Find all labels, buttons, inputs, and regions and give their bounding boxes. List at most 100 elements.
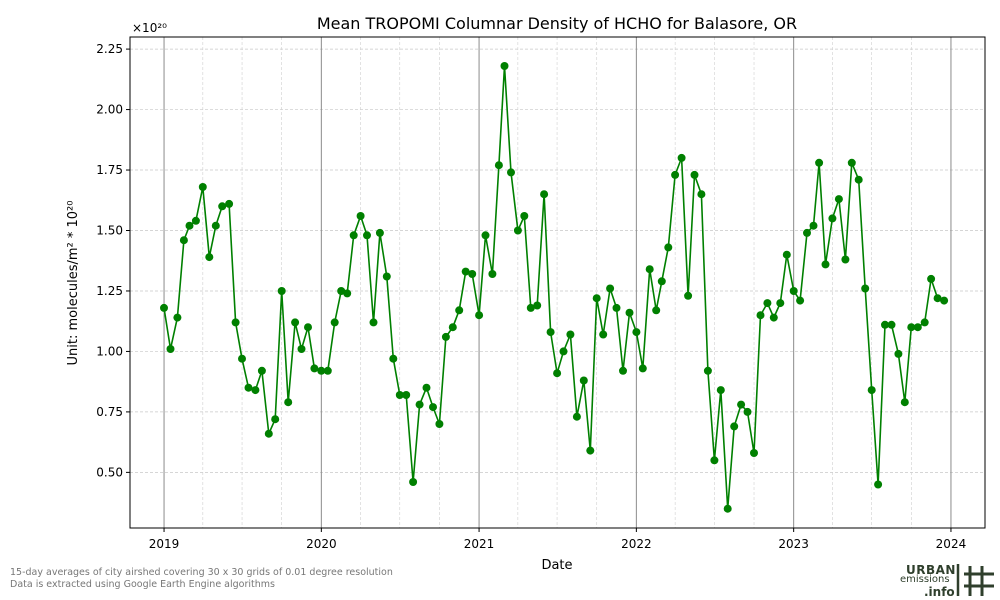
- data-point: [461, 267, 470, 276]
- footnote-source: Data is extracted using Google Earth Eng…: [10, 579, 275, 590]
- data-point: [244, 383, 253, 392]
- data-point: [625, 308, 634, 317]
- series-line: [163, 65, 945, 509]
- data-point: [455, 306, 464, 315]
- data-point: [540, 190, 549, 199]
- data-point: [703, 366, 712, 375]
- data-point: [815, 158, 824, 167]
- data-point: [402, 391, 411, 399]
- data-point: [737, 400, 746, 409]
- data-point: [304, 323, 312, 332]
- y-tick-label: 1.00: [96, 344, 123, 358]
- grid-logo-icon: [956, 564, 994, 596]
- data-point: [533, 301, 542, 310]
- data-point: [500, 62, 509, 70]
- y-tick-label: 2.00: [96, 103, 123, 117]
- data-point: [238, 354, 246, 363]
- data-point: [828, 214, 837, 223]
- data-point: [664, 243, 673, 252]
- data-point: [867, 386, 876, 395]
- data-point: [513, 226, 522, 235]
- data-point: [435, 420, 444, 428]
- data-point: [429, 403, 437, 412]
- y-tick-label: 0.75: [96, 405, 123, 419]
- data-point: [821, 260, 830, 269]
- data-point: [900, 398, 909, 407]
- data-point: [441, 332, 450, 341]
- data-point: [874, 480, 883, 489]
- data-point: [375, 228, 384, 237]
- data-point: [488, 270, 497, 278]
- x-tick-label: 2019: [149, 537, 180, 551]
- data-point: [834, 195, 843, 204]
- data-point: [251, 386, 260, 395]
- data-point: [690, 170, 699, 179]
- data-point: [592, 294, 601, 303]
- data-point: [166, 345, 175, 353]
- y-tick-label: 2.25: [96, 42, 123, 56]
- data-point: [612, 303, 621, 312]
- data-point: [677, 153, 686, 162]
- x-tick-label: 2024: [936, 537, 967, 551]
- data-point: [191, 216, 200, 225]
- y-tick-label: 1.50: [96, 223, 123, 237]
- data-point: [448, 323, 457, 332]
- data-point: [553, 369, 562, 378]
- data-point: [559, 347, 568, 356]
- data-point: [652, 306, 661, 315]
- data-point: [847, 158, 856, 167]
- data-point: [271, 415, 280, 424]
- data-point: [710, 456, 719, 465]
- x-tick-label: 2023: [778, 537, 809, 551]
- x-axis-label: Date: [541, 558, 572, 573]
- data-point: [723, 504, 732, 513]
- data-point: [160, 303, 168, 312]
- data-point: [730, 422, 739, 431]
- data-point: [494, 161, 503, 170]
- data-point: [356, 212, 365, 220]
- footnote-resolution: 15-day averages of city airshed covering…: [10, 567, 393, 578]
- data-point: [894, 349, 903, 358]
- axes: 0.50 0.75 1.00 1.25 1.50 1.75 2.00 2.25 2019 2020…: [96, 42, 966, 551]
- data-point: [684, 291, 693, 300]
- x-tick-label: 2020: [306, 537, 337, 551]
- data-point: [277, 287, 286, 295]
- data-point: [803, 228, 811, 237]
- data-point: [520, 212, 529, 220]
- data-point: [218, 202, 227, 211]
- data-point: [481, 231, 490, 240]
- y-tick-label: 1.75: [96, 163, 123, 177]
- data-point: [776, 299, 785, 308]
- data-point: [887, 320, 896, 329]
- data-point: [940, 296, 949, 305]
- data-point: [572, 412, 581, 421]
- data-point: [586, 446, 595, 455]
- urban-emissions-logo: URBAN emissions .info: [898, 560, 1000, 600]
- data-point: [632, 328, 641, 337]
- data-point: [907, 323, 916, 332]
- y-axis-label: Unit: molecules/m² * 10²⁰: [66, 201, 81, 366]
- data-point: [225, 199, 234, 208]
- data-point: [415, 400, 424, 409]
- data-point: [920, 318, 929, 327]
- data-point: [422, 383, 431, 392]
- data-point: [763, 299, 772, 308]
- data-point: [809, 221, 818, 230]
- series-hcho: [160, 62, 949, 513]
- data-point: [913, 323, 922, 332]
- data-point: [330, 318, 339, 327]
- logo-text-info: .info: [924, 585, 955, 599]
- data-point: [671, 170, 680, 179]
- data-point: [198, 183, 207, 191]
- data-point: [369, 318, 378, 327]
- data-point: [231, 318, 240, 327]
- data-point: [317, 366, 326, 375]
- data-point: [841, 255, 850, 264]
- data-point: [382, 272, 391, 281]
- y-tick-label: 1.25: [96, 284, 123, 298]
- data-point: [297, 345, 306, 353]
- y-axis-multiplier: ×10²⁰: [132, 21, 167, 35]
- data-point: [854, 175, 863, 184]
- data-point: [475, 311, 484, 320]
